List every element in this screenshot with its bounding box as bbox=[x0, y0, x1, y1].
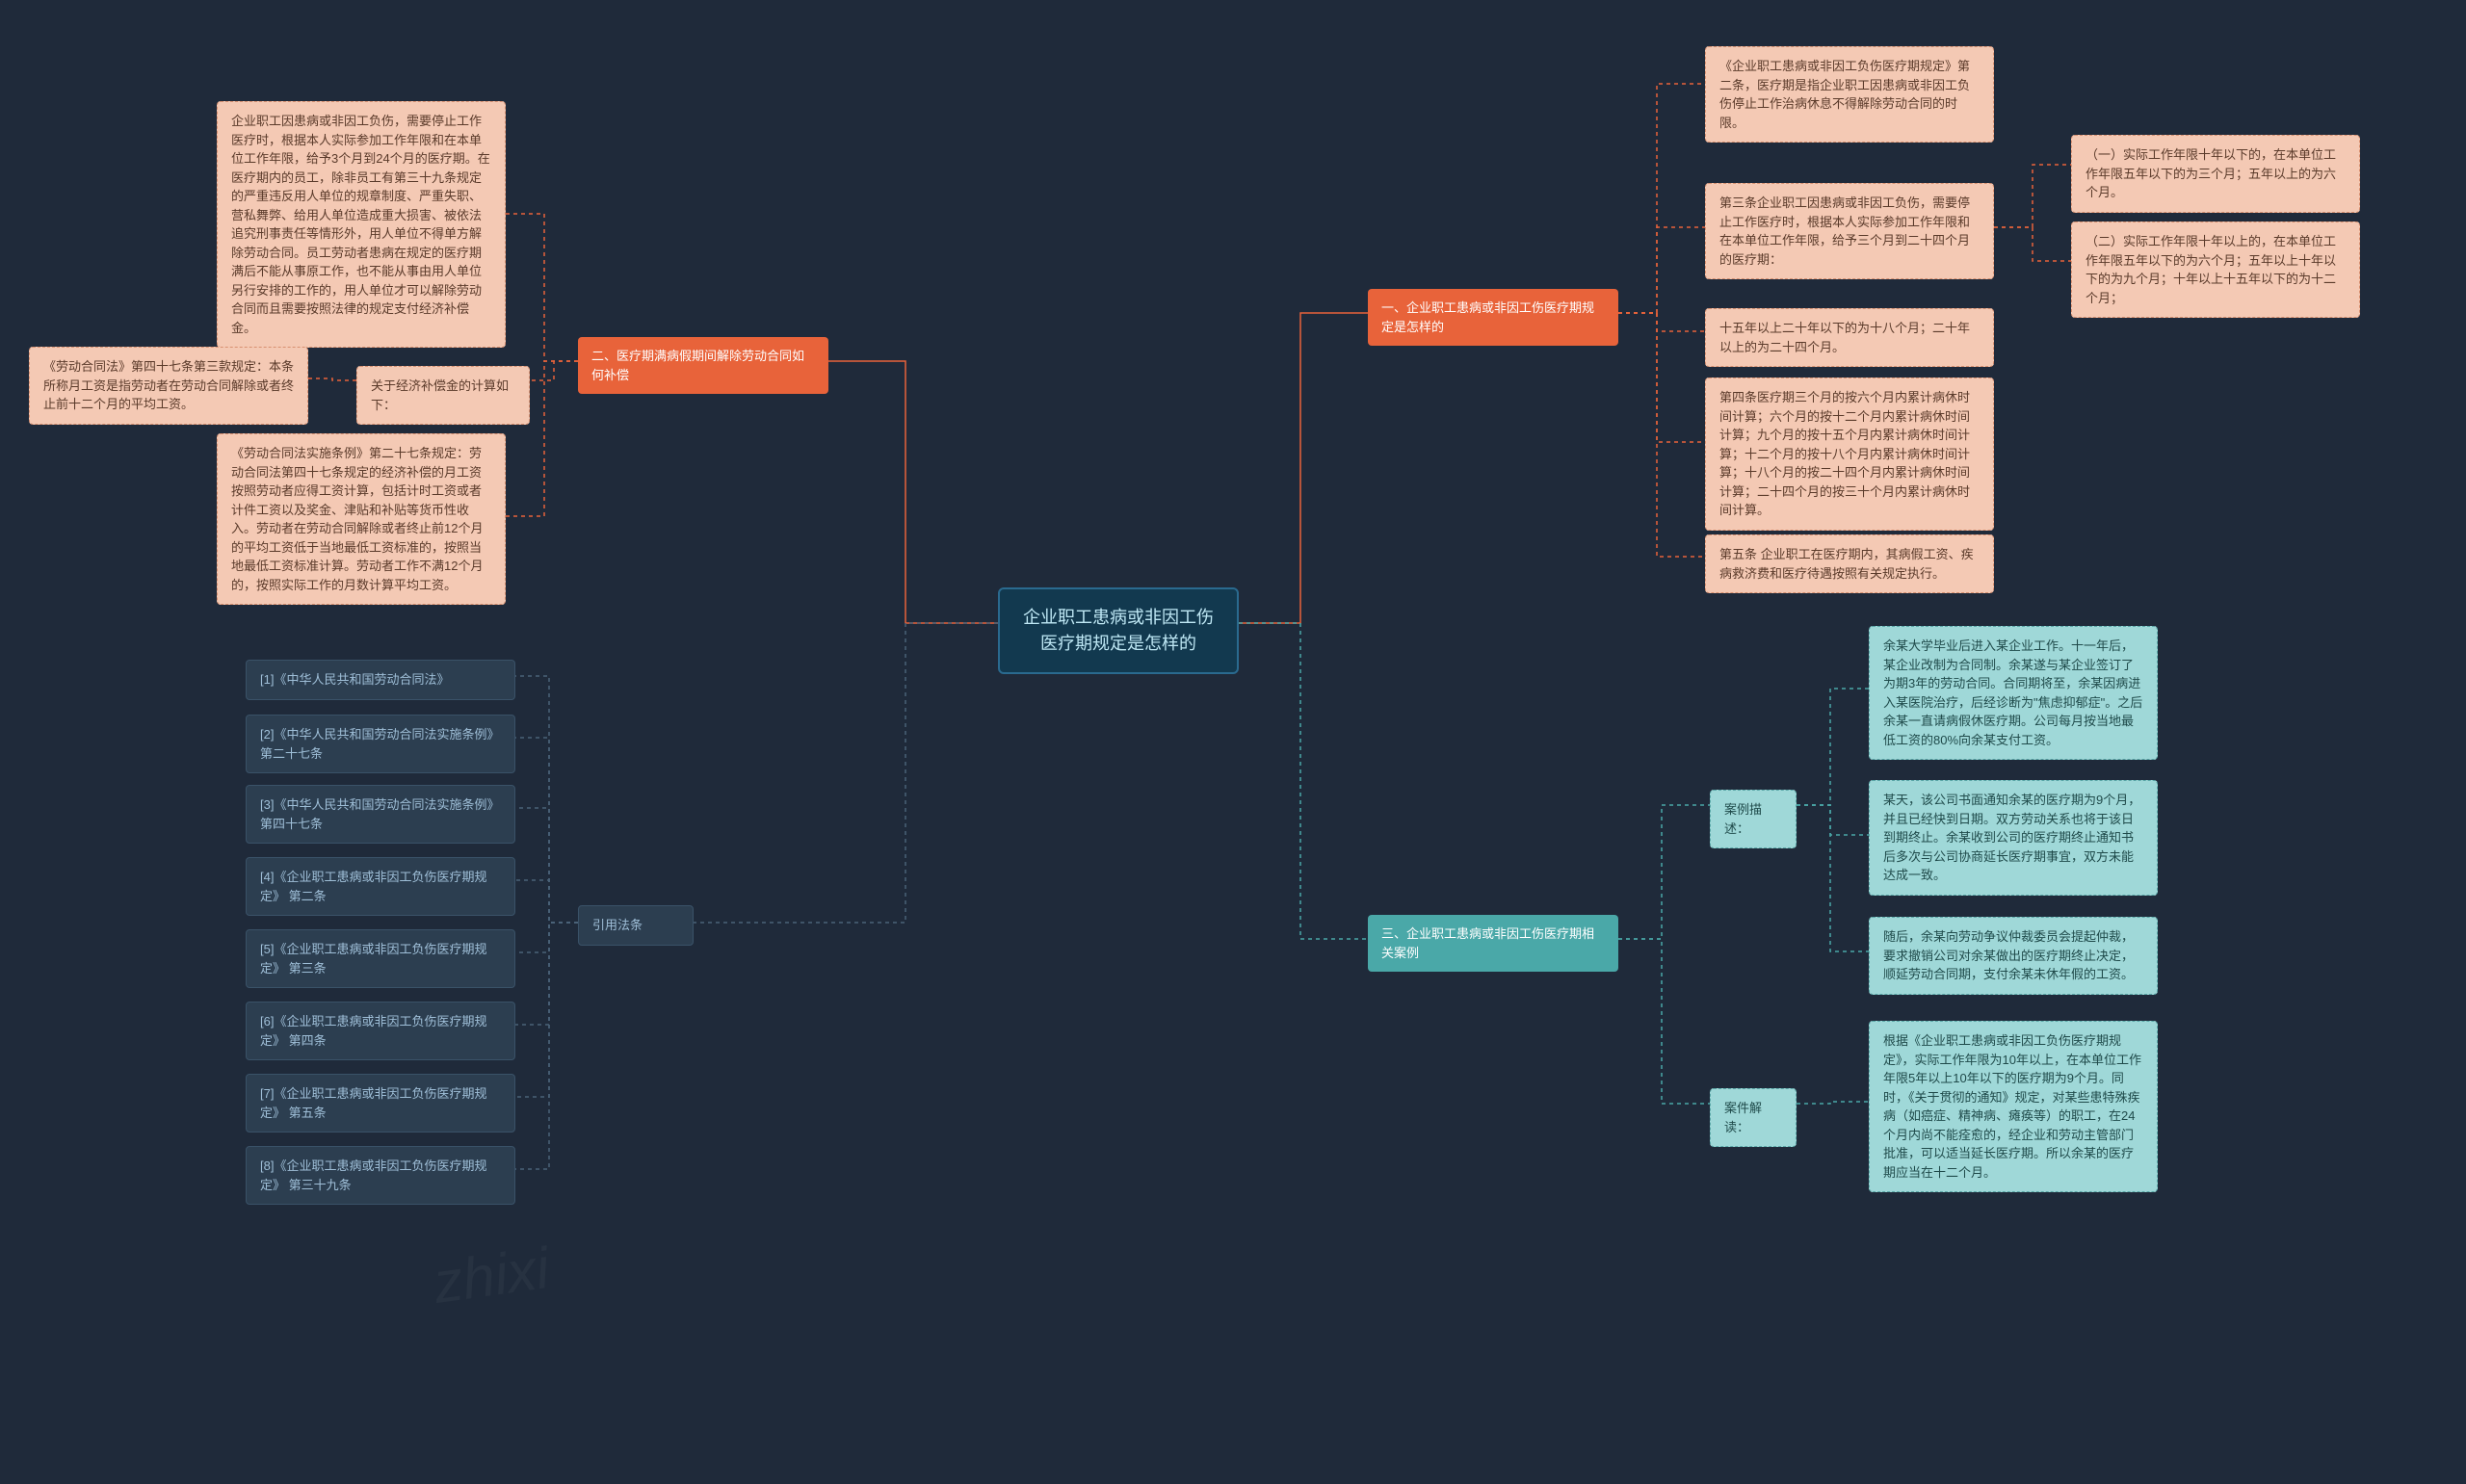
section1-leaf-1-sub-1: （二）实际工作年限十年以上的，在本单位工作年限五年以下的为六个月；五年以上十年以… bbox=[2071, 221, 2360, 318]
section2-leaf-2: 《劳动合同法实施条例》第二十七条规定：劳动合同法第四十七条规定的经济补偿的月工资… bbox=[217, 433, 506, 605]
citation-3: [4]《企业职工患病或非因工负伤医疗期规定》 第二条 bbox=[246, 857, 515, 916]
citations-title: 引用法条 bbox=[578, 905, 694, 946]
section2-leaf-1-sub-0: 《劳动合同法》第四十七条第三款规定：本条所称月工资是指劳动者在劳动合同解除或者终… bbox=[29, 347, 308, 425]
section3-desc-1: 某天，该公司书面通知余某的医疗期为9个月，并且已经快到日期。双方劳动关系也将于该… bbox=[1869, 780, 2158, 896]
section2-title: 二、医疗期满病假期间解除劳动合同如何补偿 bbox=[578, 337, 828, 394]
citation-5: [6]《企业职工患病或非因工负伤医疗期规定》 第四条 bbox=[246, 1002, 515, 1060]
section1-leaf-1-sub-0: （一）实际工作年限十年以下的，在本单位工作年限五年以下的为三个月；五年以上的为六… bbox=[2071, 135, 2360, 213]
section3-desc-label: 案例描述： bbox=[1710, 790, 1797, 848]
citation-7: [8]《企业职工患病或非因工负伤医疗期规定》 第三十九条 bbox=[246, 1146, 515, 1205]
citation-1: [2]《中华人民共和国劳动合同法实施条例》第二十七条 bbox=[246, 715, 515, 773]
root-node: 企业职工患病或非因工伤 医疗期规定是怎样的 bbox=[998, 587, 1239, 674]
citation-4: [5]《企业职工患病或非因工负伤医疗期规定》 第三条 bbox=[246, 929, 515, 988]
section3-read-0: 根据《企业职工患病或非因工负伤医疗期规定》，实际工作年限为10年以上，在本单位工… bbox=[1869, 1021, 2158, 1192]
section1-leaf-4: 第五条 企业职工在医疗期内，其病假工资、疾病救济费和医疗待遇按照有关规定执行。 bbox=[1705, 534, 1994, 593]
citation-0: [1]《中华人民共和国劳动合同法》 bbox=[246, 660, 515, 700]
section1-leaf-3: 第四条医疗期三个月的按六个月内累计病休时间计算；六个月的按十二个月内累计病休时间… bbox=[1705, 378, 1994, 531]
section1-leaf-0: 《企业职工患病或非因工负伤医疗期规定》第二条，医疗期是指企业职工因患病或非因工负… bbox=[1705, 46, 1994, 143]
section1-title: 一、企业职工患病或非因工伤医疗期规定是怎样的 bbox=[1368, 289, 1618, 346]
watermark: zhixi bbox=[430, 1235, 553, 1316]
section1-leaf-1: 第三条企业职工因患病或非因工负伤，需要停止工作医疗时，根据本人实际参加工作年限和… bbox=[1705, 183, 1994, 279]
citation-6: [7]《企业职工患病或非因工负伤医疗期规定》 第五条 bbox=[246, 1074, 515, 1133]
section3-read-label: 案件解读： bbox=[1710, 1088, 1797, 1147]
citation-2: [3]《中华人民共和国劳动合同法实施条例》第四十七条 bbox=[246, 785, 515, 844]
section1-leaf-2: 十五年以上二十年以下的为十八个月；二十年以上的为二十四个月。 bbox=[1705, 308, 1994, 367]
section3-desc-0: 余某大学毕业后进入某企业工作。十一年后，某企业改制为合同制。余某遂与某企业签订了… bbox=[1869, 626, 2158, 760]
section3-desc-2: 随后，余某向劳动争议仲裁委员会提起仲裁，要求撤销公司对余某做出的医疗期终止决定，… bbox=[1869, 917, 2158, 995]
section2-leaf-0: 企业职工因患病或非因工负伤，需要停止工作医疗时，根据本人实际参加工作年限和在本单… bbox=[217, 101, 506, 348]
section2-leaf-1: 关于经济补偿金的计算如下： bbox=[356, 366, 530, 425]
section3-title: 三、企业职工患病或非因工伤医疗期相关案例 bbox=[1368, 915, 1618, 972]
